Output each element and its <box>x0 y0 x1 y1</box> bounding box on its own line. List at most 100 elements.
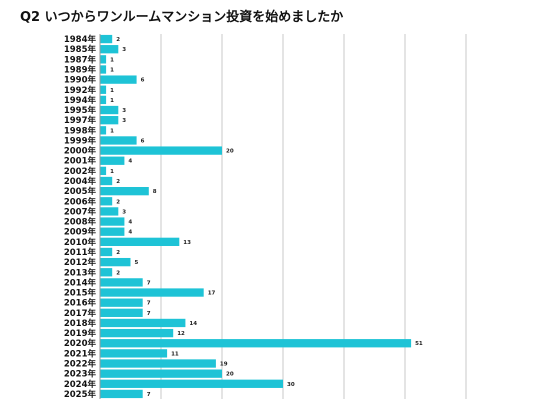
category-label: 2002年 <box>64 166 97 177</box>
category-label: 2005年 <box>64 186 97 197</box>
category-label: 2018年 <box>64 318 97 329</box>
bar <box>100 105 119 115</box>
value-label: 3 <box>122 209 126 215</box>
category-label: 2001年 <box>64 156 97 167</box>
bar <box>100 45 119 54</box>
bar <box>100 126 107 135</box>
category-label: 1999年 <box>64 135 97 146</box>
category-label: 1995年 <box>64 105 97 116</box>
category-label: 1990年 <box>64 75 97 86</box>
bar <box>100 65 107 74</box>
value-label: 1 <box>110 67 114 73</box>
bar <box>100 207 119 216</box>
category-label: 2025年 <box>64 389 97 400</box>
bar <box>100 227 125 236</box>
value-label: 8 <box>153 189 157 195</box>
category-label: 2010年 <box>64 237 97 248</box>
category-label: 2012年 <box>64 257 97 268</box>
category-label: 2023年 <box>64 369 97 380</box>
bar <box>100 298 143 307</box>
category-label: 1998年 <box>64 125 97 136</box>
value-label: 20 <box>226 372 234 378</box>
value-label: 2 <box>116 179 120 185</box>
bar <box>100 116 119 125</box>
value-label: 1 <box>110 88 114 94</box>
category-label: 2022年 <box>64 359 97 370</box>
category-label: 2021年 <box>64 348 97 359</box>
value-label: 2 <box>116 250 120 256</box>
value-label: 20 <box>226 149 234 155</box>
category-label: 1989年 <box>64 64 97 75</box>
chart-title: Q2 いつからワンルームマンション投資を始めましたか <box>20 10 344 25</box>
bar <box>100 359 216 368</box>
value-label: 6 <box>141 138 145 144</box>
bar <box>100 95 107 105</box>
value-label: 3 <box>122 47 126 53</box>
value-labels: 2311611331620412823441325271777141251111… <box>110 37 423 398</box>
category-label: 2019年 <box>64 328 97 339</box>
bar <box>100 136 137 145</box>
bar <box>100 186 149 196</box>
bar <box>100 166 107 176</box>
value-label: 3 <box>122 108 126 114</box>
category-label: 2006年 <box>64 196 97 207</box>
value-label: 6 <box>141 78 145 84</box>
bar <box>100 156 125 165</box>
value-label: 12 <box>177 331 185 337</box>
value-label: 3 <box>122 118 126 124</box>
bar <box>100 85 107 94</box>
category-label: 2020年 <box>64 338 97 349</box>
category-label: 1994年 <box>64 95 97 106</box>
value-label: 4 <box>128 159 132 165</box>
bar <box>100 176 113 186</box>
bar <box>100 146 222 155</box>
category-label: 1984年 <box>64 34 97 45</box>
value-label: 14 <box>189 321 197 327</box>
value-label: 2 <box>116 270 120 276</box>
gridlines <box>160 34 467 399</box>
value-label: 7 <box>147 301 151 307</box>
value-label: 1 <box>110 57 114 63</box>
value-label: 17 <box>208 291 216 297</box>
category-labels: 1984年1985年1987年1989年1990年1992年1994年1995年… <box>64 34 97 400</box>
bar <box>100 237 180 247</box>
value-label: 2 <box>116 199 120 205</box>
category-label: 2015年 <box>64 288 97 299</box>
bar <box>100 339 412 348</box>
category-label: 2014年 <box>64 277 97 288</box>
bar <box>100 55 107 64</box>
value-label: 1 <box>110 128 114 134</box>
bar <box>100 349 168 358</box>
bar <box>100 328 174 338</box>
bar <box>100 278 143 287</box>
bar <box>100 197 113 206</box>
category-label: 1992年 <box>64 85 97 96</box>
bar <box>100 34 113 44</box>
category-label: 2024年 <box>64 379 97 390</box>
bar <box>100 217 125 226</box>
category-label: 2016年 <box>64 298 97 309</box>
bar <box>100 308 143 317</box>
category-label: 2017年 <box>64 308 97 319</box>
value-label: 1 <box>110 169 114 175</box>
value-label: 7 <box>147 311 151 317</box>
value-label: 7 <box>147 280 151 286</box>
bar <box>100 268 113 277</box>
category-label: 1987年 <box>64 54 97 65</box>
bar <box>100 379 283 388</box>
value-label: 4 <box>128 230 132 236</box>
bar <box>100 247 113 257</box>
value-label: 1 <box>110 98 114 104</box>
bar <box>100 369 222 378</box>
bar <box>100 288 204 297</box>
value-label: 11 <box>171 351 179 357</box>
category-label: 1985年 <box>64 44 97 55</box>
category-label: 2011年 <box>64 247 97 258</box>
value-label: 4 <box>128 220 132 226</box>
value-label: 7 <box>147 392 151 398</box>
value-label: 13 <box>183 240 191 246</box>
category-label: 2013年 <box>64 267 97 278</box>
category-label: 2007年 <box>64 206 97 217</box>
bar <box>100 75 137 84</box>
